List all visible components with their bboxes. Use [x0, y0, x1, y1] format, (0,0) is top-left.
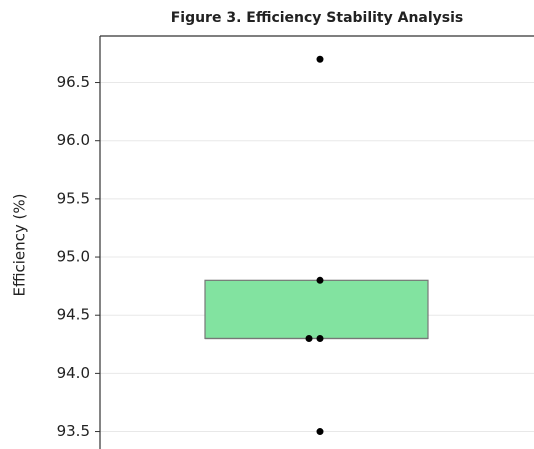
y-tick-label: 96.0 [57, 131, 90, 149]
y-tick-label: 94.5 [57, 306, 90, 324]
data-point [316, 428, 324, 436]
chart-title: Figure 3. Efficiency Stability Analysis [171, 10, 464, 26]
y-tick-label: 95.5 [57, 189, 90, 207]
y-axis-label: Efficiency (%) [11, 194, 29, 297]
y-tick-label: 94.0 [57, 364, 90, 382]
data-point [305, 334, 313, 342]
y-tick-label: 95.0 [57, 248, 90, 266]
y-tick-label: 96.5 [57, 73, 90, 91]
box [204, 279, 429, 340]
data-point [316, 334, 324, 342]
y-tick-label: 93.5 [57, 422, 90, 440]
data-point [316, 55, 324, 63]
data-point [316, 276, 324, 284]
